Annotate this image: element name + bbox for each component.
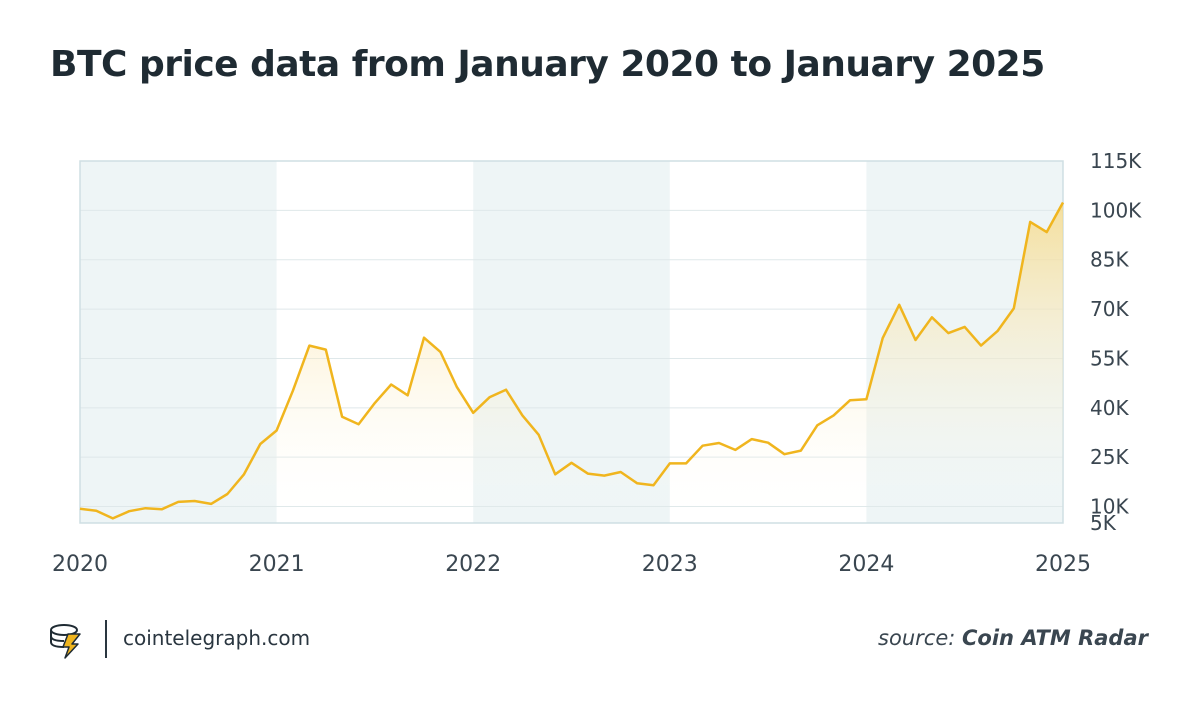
y-tick-label: 100K <box>1090 198 1142 222</box>
footer: cointelegraph.com source: Coin ATM Radar <box>0 612 1200 672</box>
x-axis-labels: 2020 2021 2022 2023 2024 2025 <box>52 552 1091 577</box>
y-tick-label: 25K <box>1090 445 1129 469</box>
x-tick-label: 2020 <box>52 552 108 577</box>
source-label: source: <box>878 626 956 650</box>
price-area-fill <box>80 202 1063 523</box>
chart-title: BTC price data from January 2020 to Janu… <box>50 44 1045 85</box>
price-line <box>79 201 1065 520</box>
x-tick-label: 2023 <box>642 552 698 577</box>
source-credit: source: Coin ATM Radar <box>878 626 1148 650</box>
x-tick-label: 2025 <box>1035 552 1091 577</box>
y-tick-label: 115K <box>1090 149 1142 173</box>
y-tick-label: 10K <box>1090 495 1129 519</box>
x-tick-label: 2024 <box>838 552 894 577</box>
footer-divider <box>105 620 107 658</box>
cointelegraph-logo-icon <box>50 624 81 659</box>
year-band <box>80 161 277 523</box>
y-tick-label: 5K <box>1090 511 1117 535</box>
x-tick-label: 2022 <box>445 552 501 577</box>
source-name: Coin ATM Radar <box>962 626 1148 650</box>
y-tick-label: 40K <box>1090 396 1129 420</box>
x-tick-label: 2021 <box>249 552 305 577</box>
y-tick-label: 55K <box>1090 346 1129 370</box>
y-tick-label: 85K <box>1090 248 1129 272</box>
site-name: cointelegraph.com <box>123 626 311 650</box>
y-tick-label: 70K <box>1090 297 1129 321</box>
